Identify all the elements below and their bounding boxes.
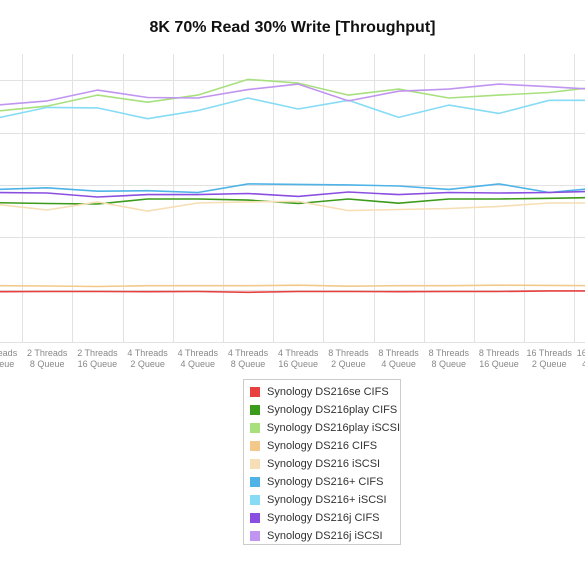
legend-swatch — [250, 531, 260, 541]
series-line-5 — [0, 200, 585, 212]
x-tick-label-line: 4 Queue — [582, 359, 585, 369]
series-line-6 — [0, 183, 585, 194]
legend-item[interactable]: Synology DS216play CIFS — [244, 401, 400, 419]
x-tick-label-line: 8 Threads — [429, 348, 470, 358]
legend: Synology DS216se CIFS Synology DS216play … — [243, 379, 401, 545]
legend-label: Synology DS216+ CIFS — [267, 476, 384, 488]
legend-label: Synology DS216 iSCSI — [267, 458, 381, 470]
legend-item[interactable]: Synology DS216 iSCSI — [244, 455, 400, 473]
x-tick-label-line: 4 Queue — [381, 359, 416, 369]
legend-swatch — [250, 477, 260, 487]
series-line-3 — [0, 78, 585, 112]
x-tick-label: 4 Threads 2 Queue — [127, 348, 168, 369]
x-tick-label: 4 Threads 4 Queue — [178, 348, 219, 369]
x-tick-label-line: 2 Threads — [77, 348, 118, 358]
legend-swatch — [250, 405, 260, 415]
x-tick-label-line: 4 Queue — [181, 359, 216, 369]
x-tick-label: 4 Threads 16 Queue — [278, 348, 319, 369]
x-tick-label-line: 16 Queue — [78, 359, 118, 369]
x-tick-label-line: 16 Queue — [278, 359, 318, 369]
legend-item[interactable]: Synology DS216+ iSCSI — [244, 491, 400, 509]
series-line-7 — [0, 97, 585, 120]
legend-item[interactable]: Synology DS216play iSCSI — [244, 419, 400, 437]
series-line-4 — [0, 284, 585, 288]
x-tick-label-line: 8 Queue — [231, 359, 266, 369]
legend-label: Synology DS216play iSCSI — [266, 422, 400, 434]
series-line-8 — [0, 190, 585, 198]
x-tick-label-line: 2 Queue — [331, 359, 366, 369]
x-tick-label-line: 16 Queue — [479, 359, 519, 369]
chart-title: 8K 70% Read 30% Write [Throughput] — [149, 19, 436, 36]
x-tick-label-line: 8 Queue — [30, 359, 65, 369]
x-tick-label-line: 16 Threads — [577, 348, 585, 358]
legend-swatch — [250, 513, 260, 523]
legend-item[interactable]: Synology DS216 CIFS — [244, 437, 400, 455]
legend-swatch — [250, 441, 260, 451]
series-line-9 — [0, 83, 585, 106]
x-tick-label: 16 Threads 2 Queue — [527, 348, 573, 369]
legend-swatch — [250, 423, 260, 433]
legend-label: Synology DS216 CIFS — [267, 440, 378, 452]
x-tick-label-line: 4 Threads — [178, 348, 219, 358]
x-tick-label: 2 Threads 8 Queue — [27, 348, 68, 369]
legend-item[interactable]: Synology DS216j iSCSI — [244, 527, 400, 545]
x-tick-label-line: 8 Threads — [479, 348, 520, 358]
legend-swatch — [250, 495, 260, 505]
x-tick-label-line: 2 Threads — [27, 348, 68, 358]
x-tick-label-line: 2 Queue — [130, 359, 165, 369]
x-tick-label: 8 Threads 2 Queue — [328, 348, 369, 369]
x-tick-label-line: 16 Threads — [527, 348, 573, 358]
x-tick-label: 8 Threads 16 Queue — [479, 348, 520, 369]
x-tick-label: 8 Threads 4 Queue — [378, 348, 419, 369]
legend-label: Synology DS216j CIFS — [267, 512, 380, 524]
series-line-1 — [0, 290, 585, 294]
x-tick-label-line: 4 Threads — [127, 348, 168, 358]
x-tick-label: 4 Threads 8 Queue — [228, 348, 269, 369]
series-lines — [0, 78, 585, 294]
x-tick-label-line: 8 Threads — [328, 348, 369, 358]
legend-label: Synology DS216+ iSCSI — [267, 494, 387, 506]
x-tick-label: 2 Threads 16 Queue — [77, 348, 118, 369]
legend-label: Synology DS216se CIFS — [267, 386, 389, 398]
series-line-2 — [0, 196, 585, 205]
x-tick-label-line: 2 Queue — [532, 359, 567, 369]
legend-item[interactable]: Synology DS216se CIFS — [244, 383, 400, 401]
legend-label: Synology DS216play CIFS — [267, 404, 398, 416]
legend-swatch — [250, 387, 260, 397]
legend-label: Synology DS216j iSCSI — [267, 530, 383, 542]
x-tick-label-line: 4 Queue — [0, 359, 14, 369]
legend-item[interactable]: Synology DS216j CIFS — [244, 509, 400, 527]
x-tick-label-line: 8 Threads — [378, 348, 419, 358]
x-tick-label-line: 8 Queue — [432, 359, 467, 369]
x-tick-label-line: 4 Threads — [278, 348, 319, 358]
x-tick-label-line: 2 Threads — [0, 348, 18, 358]
x-tick-label-line: 4 Threads — [228, 348, 269, 358]
x-tick-label: 8 Threads 8 Queue — [429, 348, 470, 369]
legend-item[interactable]: Synology DS216+ CIFS — [244, 473, 400, 491]
legend-swatch — [250, 459, 260, 469]
